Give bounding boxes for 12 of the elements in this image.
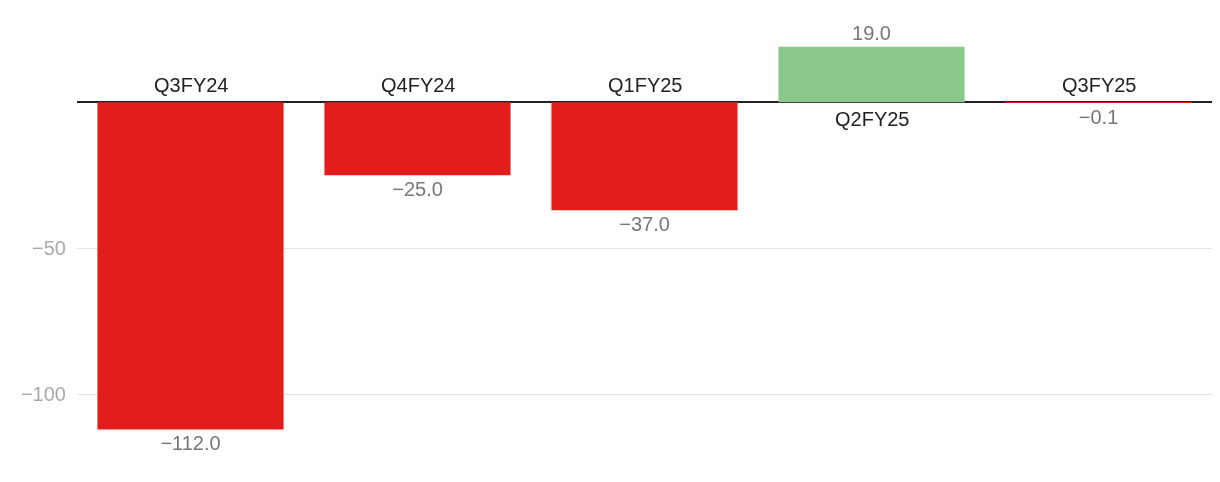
data-label: −25.0 — [392, 178, 443, 201]
data-label: −112.0 — [160, 432, 221, 455]
x-tick-label: Q1FY25 — [608, 74, 683, 96]
data-label: −37.0 — [619, 213, 670, 236]
y-tick-label: −50 — [32, 237, 66, 260]
data-label: 19.0 — [852, 21, 891, 44]
data-label: −0.1 — [1078, 106, 1119, 128]
x-tick-label: Q3FY24 — [154, 74, 229, 96]
y-tick-label: −100 — [20, 383, 66, 406]
x-tick-label: Q4FY24 — [381, 74, 456, 96]
x-tick-label: Q3FY25 — [1062, 74, 1137, 96]
x-tick-label: Q2FY25 — [835, 108, 910, 130]
